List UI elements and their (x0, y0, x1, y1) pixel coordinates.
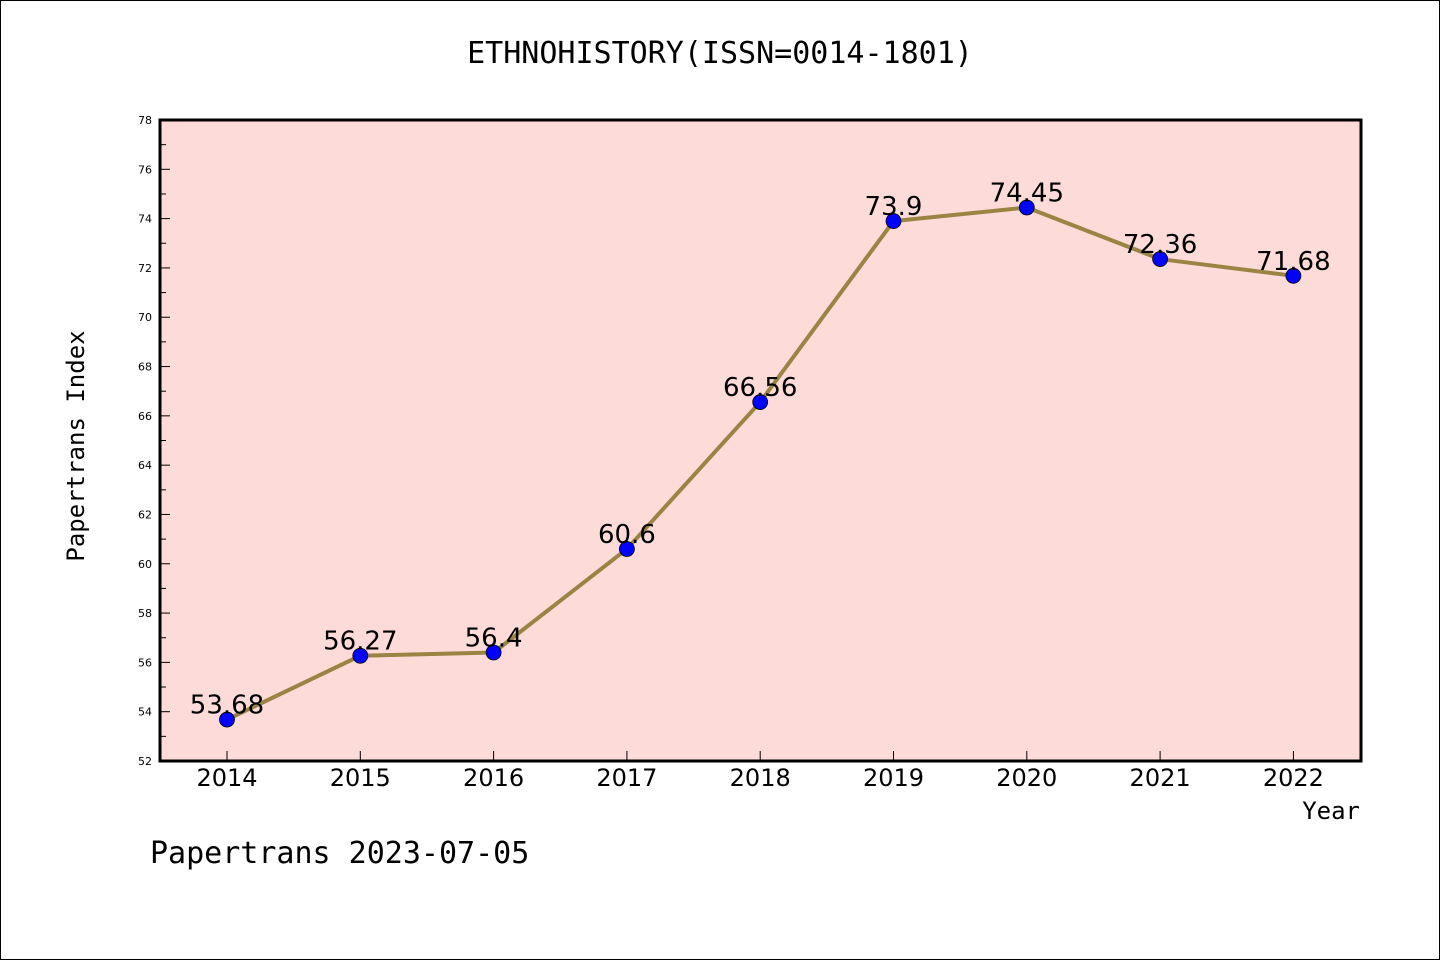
data-point-marker (1152, 251, 1168, 267)
data-label: 73.9 (865, 192, 923, 222)
y-tick-label: 54 (138, 706, 152, 719)
data-label: 71.68 (1256, 247, 1330, 277)
x-tick-label: 2021 (1130, 764, 1191, 792)
data-label: 72.36 (1123, 230, 1197, 260)
data-label: 74.45 (990, 179, 1064, 209)
data-point-marker (619, 541, 635, 557)
y-tick-label: 64 (138, 459, 152, 472)
x-tick-label: 2015 (330, 764, 391, 792)
y-tick-label: 60 (138, 558, 152, 571)
data-point-marker (352, 647, 369, 664)
y-tick-label: 62 (138, 508, 152, 521)
y-tick-label: 74 (138, 213, 152, 226)
y-tick-label: 78 (138, 114, 152, 127)
data-label: 56.27 (323, 627, 397, 657)
x-tick-label: 2017 (596, 764, 657, 792)
data-label: 60.6 (598, 520, 656, 550)
data-label: 66.56 (723, 373, 797, 403)
x-tick-label: 2019 (863, 764, 924, 792)
y-tick-label: 56 (138, 656, 152, 669)
chart-title: ETHNOHISTORY(ISSN=0014-1801) (467, 36, 973, 71)
data-point-marker (752, 394, 769, 410)
y-tick-label: 76 (138, 163, 152, 176)
x-tick-label: 2018 (730, 764, 791, 792)
y-tick-label: 58 (138, 607, 152, 620)
x-tick-label: 2016 (463, 764, 524, 792)
x-tick-label: 2020 (996, 764, 1057, 792)
data-point-marker (1018, 199, 1035, 216)
y-tick-label: 68 (138, 361, 152, 374)
x-axis-label: Year (1302, 797, 1360, 825)
x-tick-label: 2014 (196, 764, 257, 792)
y-tick-label: 52 (138, 755, 152, 768)
y-tick-label: 66 (138, 410, 152, 423)
y-tick-label: 70 (138, 311, 152, 324)
data-point-marker (885, 213, 902, 229)
data-point-marker (219, 711, 235, 728)
data-label: 53.68 (190, 691, 264, 721)
y-tick-label: 72 (138, 262, 152, 275)
data-point-marker (485, 644, 502, 661)
x-tick-label: 2022 (1263, 764, 1324, 792)
data-label: 56.4 (465, 624, 523, 654)
footer-credit: Papertrans 2023-07-05 (150, 836, 530, 871)
data-point-marker (1285, 267, 1302, 284)
